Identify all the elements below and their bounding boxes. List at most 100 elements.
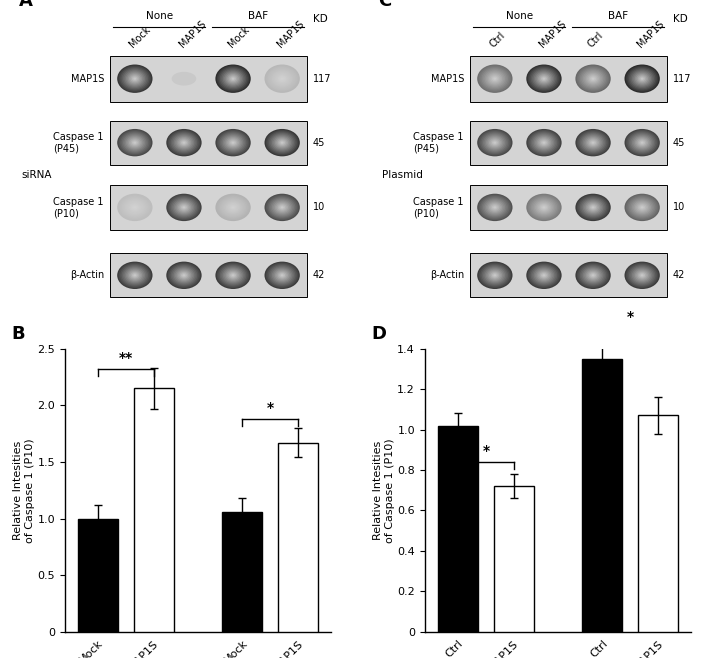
- Ellipse shape: [582, 267, 603, 284]
- Ellipse shape: [274, 268, 291, 282]
- Ellipse shape: [535, 268, 553, 282]
- Ellipse shape: [221, 266, 245, 284]
- Ellipse shape: [266, 130, 298, 155]
- Ellipse shape: [174, 199, 194, 215]
- Ellipse shape: [229, 139, 238, 146]
- Ellipse shape: [477, 193, 513, 221]
- Ellipse shape: [526, 129, 562, 157]
- Ellipse shape: [534, 199, 554, 215]
- Ellipse shape: [218, 67, 248, 91]
- Ellipse shape: [539, 139, 549, 146]
- Ellipse shape: [182, 141, 186, 144]
- Ellipse shape: [589, 204, 598, 211]
- Ellipse shape: [582, 70, 603, 87]
- Ellipse shape: [129, 270, 140, 280]
- Ellipse shape: [631, 266, 654, 284]
- Ellipse shape: [271, 266, 294, 284]
- Ellipse shape: [269, 265, 295, 286]
- Ellipse shape: [267, 131, 297, 154]
- Ellipse shape: [269, 68, 295, 89]
- Ellipse shape: [487, 73, 503, 85]
- Ellipse shape: [132, 140, 138, 145]
- Ellipse shape: [592, 141, 595, 144]
- Ellipse shape: [264, 193, 300, 221]
- Text: MAP1S: MAP1S: [275, 19, 306, 49]
- Ellipse shape: [532, 134, 556, 152]
- Ellipse shape: [267, 264, 297, 287]
- Ellipse shape: [230, 76, 236, 81]
- Ellipse shape: [639, 140, 645, 145]
- Ellipse shape: [483, 266, 507, 284]
- Ellipse shape: [629, 68, 655, 89]
- Ellipse shape: [535, 72, 553, 86]
- Ellipse shape: [634, 268, 651, 282]
- Ellipse shape: [482, 68, 508, 89]
- Ellipse shape: [120, 67, 150, 91]
- Ellipse shape: [120, 196, 150, 219]
- Ellipse shape: [129, 74, 140, 84]
- Ellipse shape: [125, 70, 145, 87]
- Ellipse shape: [581, 69, 605, 88]
- Bar: [638, 415, 678, 632]
- Ellipse shape: [490, 75, 499, 82]
- Ellipse shape: [272, 135, 292, 151]
- Ellipse shape: [634, 136, 651, 149]
- Ellipse shape: [539, 75, 549, 82]
- Ellipse shape: [627, 67, 657, 91]
- Ellipse shape: [267, 196, 297, 219]
- Ellipse shape: [575, 262, 611, 289]
- Ellipse shape: [178, 270, 190, 280]
- Ellipse shape: [489, 270, 500, 280]
- Ellipse shape: [477, 64, 513, 93]
- Ellipse shape: [274, 136, 291, 149]
- Ellipse shape: [483, 198, 507, 216]
- Ellipse shape: [266, 66, 298, 91]
- Ellipse shape: [638, 204, 647, 211]
- Bar: [470, 186, 667, 230]
- Ellipse shape: [122, 68, 148, 89]
- Text: BAF: BAF: [608, 11, 628, 21]
- Ellipse shape: [228, 203, 239, 212]
- Ellipse shape: [485, 199, 505, 215]
- Ellipse shape: [636, 138, 648, 147]
- Ellipse shape: [279, 140, 285, 145]
- Ellipse shape: [588, 138, 599, 147]
- Ellipse shape: [580, 197, 606, 218]
- Ellipse shape: [166, 262, 202, 289]
- Ellipse shape: [483, 134, 507, 152]
- Ellipse shape: [132, 273, 138, 278]
- Ellipse shape: [577, 263, 609, 288]
- Ellipse shape: [575, 129, 611, 157]
- Ellipse shape: [477, 129, 513, 157]
- Text: Ctrl: Ctrl: [487, 30, 507, 49]
- Text: Mock: Mock: [226, 24, 251, 49]
- Ellipse shape: [120, 131, 150, 154]
- Ellipse shape: [126, 136, 144, 149]
- Ellipse shape: [119, 195, 151, 220]
- Ellipse shape: [175, 268, 193, 282]
- Ellipse shape: [125, 135, 145, 151]
- Text: *: *: [626, 311, 634, 324]
- Ellipse shape: [123, 69, 147, 88]
- Ellipse shape: [215, 262, 251, 289]
- Ellipse shape: [130, 75, 139, 82]
- Text: *: *: [482, 443, 490, 458]
- Ellipse shape: [528, 263, 560, 288]
- Ellipse shape: [539, 204, 549, 211]
- Ellipse shape: [493, 141, 496, 144]
- Ellipse shape: [483, 69, 507, 88]
- Ellipse shape: [585, 270, 600, 281]
- Text: siRNA: siRNA: [22, 170, 52, 180]
- Ellipse shape: [129, 203, 140, 212]
- Ellipse shape: [482, 197, 508, 218]
- Ellipse shape: [632, 199, 652, 215]
- Ellipse shape: [228, 270, 239, 280]
- Ellipse shape: [278, 204, 287, 211]
- Ellipse shape: [528, 130, 560, 155]
- Ellipse shape: [182, 206, 186, 209]
- Ellipse shape: [215, 64, 251, 93]
- Text: 45: 45: [313, 138, 325, 147]
- Ellipse shape: [279, 76, 285, 81]
- Ellipse shape: [588, 74, 599, 84]
- Ellipse shape: [127, 73, 143, 85]
